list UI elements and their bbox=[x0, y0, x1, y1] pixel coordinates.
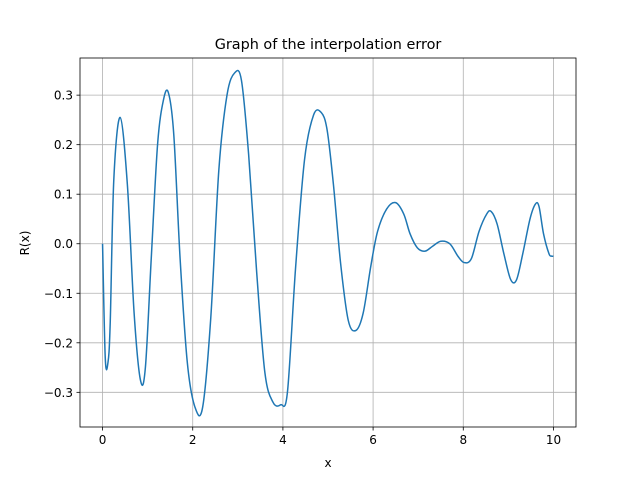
y-tick-label: 0.0 bbox=[54, 237, 73, 251]
x-tick-label: 6 bbox=[369, 433, 377, 447]
x-tick-label: 8 bbox=[459, 433, 467, 447]
x-tick-label: 10 bbox=[546, 433, 561, 447]
y-tick-label: −0.2 bbox=[44, 336, 73, 350]
x-axis-label: x bbox=[324, 456, 331, 470]
y-tick-label: −0.3 bbox=[44, 386, 73, 400]
chart-title: Graph of the interpolation error bbox=[215, 37, 442, 53]
x-tick-label: 2 bbox=[189, 433, 197, 447]
grid bbox=[80, 58, 576, 427]
x-tick-label: 0 bbox=[99, 433, 107, 447]
y-tick-label: 0.3 bbox=[54, 89, 73, 103]
ticks: 0 2 4 6 8 10 −0.3 −0.2 −0.1 0.0 0.1 0.2 0.3 bbox=[44, 89, 561, 447]
x-tick-label: 4 bbox=[279, 433, 287, 447]
y-tick-label: −0.1 bbox=[44, 287, 73, 301]
y-axis-label: R(x) bbox=[18, 231, 32, 256]
y-tick-label: 0.1 bbox=[54, 188, 73, 202]
series-line bbox=[101, 69, 554, 417]
series-layer bbox=[101, 69, 554, 417]
axes-frame bbox=[79, 57, 577, 428]
y-tick-label: 0.2 bbox=[54, 138, 73, 152]
